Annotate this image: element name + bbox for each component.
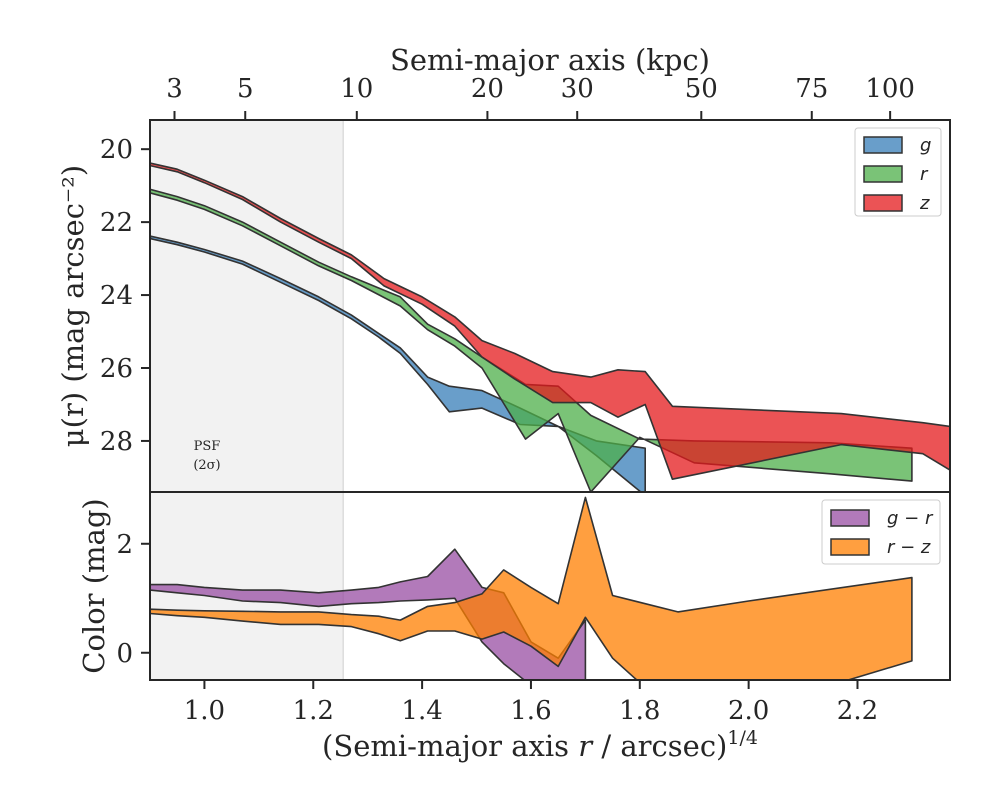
bottom-x-tick-label: 2.2 (837, 696, 878, 726)
top-x-tick-label: 20 (471, 74, 504, 104)
top-x-tick-label: 100 (865, 74, 915, 104)
sb-band-r (150, 188, 913, 492)
bottom-y-tick-label: 2 (116, 530, 133, 560)
top-legend-label-z: z (919, 193, 930, 214)
bottom-panel-frame (149, 491, 951, 681)
bottom-x-tick-label: 1.2 (293, 696, 334, 726)
bottom-x-tick-label: 1.6 (510, 696, 551, 726)
top-y-tick-label: 22 (100, 208, 133, 238)
top-y-axis: 20 22 24 26 28 (100, 135, 150, 457)
color-panel: 02 1.0 1.2 1.4 1.6 1.8 2.0 2.2 Color (mag) (Se… (77, 491, 951, 763)
top-legend-swatch-g (863, 136, 903, 154)
bottom-legend-swatch-r-z (830, 538, 870, 556)
psf-label-line1: PSF (194, 439, 221, 454)
bottom-x-axis-label: (Semi-major axis r / arcsec)1/4 (322, 727, 758, 763)
top-x-axis-label: Semi-major axis (kpc) (390, 43, 710, 77)
color-bands (150, 496, 913, 680)
color-band-r-z (150, 496, 913, 680)
bottom-y-tick-label: 0 (116, 639, 133, 669)
bottom-legend-swatch-g-r (830, 509, 870, 527)
bottom-y-axis: 02 (116, 530, 150, 669)
psf-label-line2: (2σ) (193, 458, 220, 473)
bottom-y-axis-label: Color (mag) (77, 498, 111, 673)
top-y-tick-label: 26 (100, 354, 133, 384)
top-legend-swatch-z (863, 194, 903, 212)
bottom-legend-label-r-z: r − z (887, 537, 931, 558)
bottom-legend-label-g-r: g − r (887, 508, 934, 529)
top-x-tick-label: 50 (685, 74, 718, 104)
top-x-tick-label: 30 (561, 74, 594, 104)
top-x-tick-label: 10 (340, 74, 373, 104)
top-x-tick-label: 3 (166, 74, 183, 104)
bottom-legend: g − r r − z (821, 499, 941, 565)
bottom-x-tick-label: 2.0 (728, 696, 769, 726)
top-y-tick-label: 28 (100, 427, 133, 457)
top-y-tick-label: 20 (100, 135, 133, 165)
bottom-x-tick-label: 1.4 (401, 696, 442, 726)
psf-shaded-region (150, 120, 344, 492)
sb-band-g (150, 235, 646, 492)
bottom-x-tick-label: 1.8 (619, 696, 660, 726)
bottom-x-axis: 1.0 1.2 1.4 1.6 1.8 2.0 2.2 (184, 680, 878, 726)
top-legend-swatch-r (863, 165, 903, 183)
color-band-g-r (150, 548, 587, 680)
surface-brightness-panel: PSF (2σ) 20 22 24 26 28 3 5 10 20 30 50 75 100 Semi… (56, 43, 951, 493)
sb-band-z (150, 162, 950, 480)
surface-brightness-bands (150, 162, 950, 492)
top-legend: grz (854, 127, 942, 217)
bottom-x-tick-label: 1.0 (184, 696, 225, 726)
top-legend-label-g: g (920, 135, 931, 156)
top-x-axis-kpc: 3 5 10 20 30 50 75 100 (166, 74, 915, 120)
top-y-tick-label: 24 (100, 281, 133, 311)
top-legend-label-r: r (920, 164, 929, 185)
top-x-tick-label: 75 (795, 74, 828, 104)
top-x-tick-label: 5 (237, 74, 254, 104)
top-y-axis-label: μ(r) (mag arcsec⁻²) (56, 165, 90, 447)
